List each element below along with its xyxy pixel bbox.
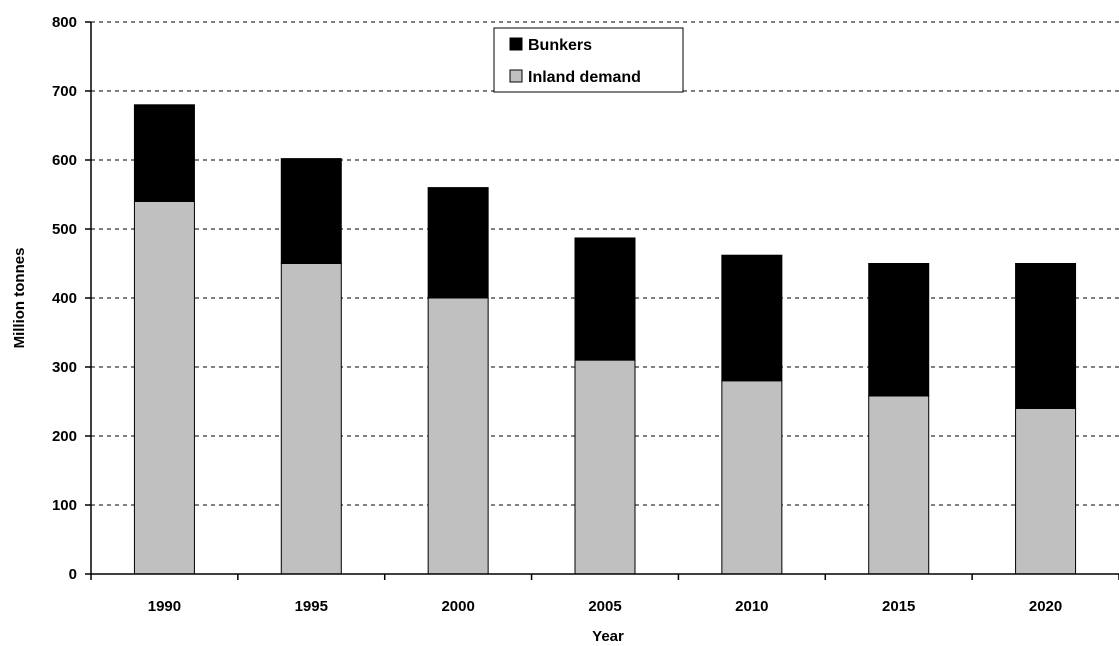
x-axis-title: Year	[592, 628, 624, 645]
x-tick-label: 2005	[588, 598, 621, 615]
bar-bunkers	[868, 263, 930, 397]
x-tick-label: 1990	[148, 598, 181, 615]
legend-swatch-bunkers	[509, 37, 523, 51]
y-tick-label: 300	[52, 359, 77, 376]
bar-bunkers	[133, 104, 195, 202]
x-tick-label: 2015	[882, 598, 915, 615]
y-tick-label: 700	[52, 83, 77, 100]
y-ticks: 0 100 200 300 400 500 600 700 800	[52, 14, 91, 583]
y-tick-label: 0	[69, 566, 77, 583]
x-tick-label: 2020	[1029, 598, 1062, 615]
bar-inland-demand	[1015, 407, 1077, 575]
y-axis-title: Million tonnes	[11, 248, 28, 349]
legend: Bunkers Inland demand	[493, 27, 684, 93]
bar-inland-demand	[574, 359, 636, 575]
x-tick-label: 2010	[735, 598, 768, 615]
x-tick-label: 2000	[441, 598, 474, 615]
bar-bunkers	[280, 158, 342, 264]
y-tick-label: 400	[52, 290, 77, 307]
y-tick-label: 500	[52, 221, 77, 238]
legend-box	[493, 27, 684, 93]
legend-label-bunkers: Bunkers	[528, 37, 592, 54]
y-tick-label: 600	[52, 152, 77, 169]
y-tick-label: 100	[52, 497, 77, 514]
bars	[133, 104, 1077, 575]
bar-bunkers	[427, 187, 489, 299]
bar-bunkers	[1015, 263, 1077, 409]
bar-bunkers	[721, 254, 783, 382]
x-ticks: 1990 1995 2000 2005 2010 2015 2020	[90, 574, 1119, 615]
bar-bunkers	[574, 237, 636, 361]
bar-inland-demand	[427, 297, 489, 575]
y-tick-label: 200	[52, 428, 77, 445]
bar-inland-demand	[721, 380, 783, 575]
bar-inland-demand	[868, 395, 930, 575]
legend-swatch-inland-demand	[509, 69, 523, 83]
legend-label-inland-demand: Inland demand	[528, 69, 641, 86]
y-tick-label: 800	[52, 14, 77, 31]
bar-inland-demand	[280, 263, 342, 575]
x-tick-label: 1995	[295, 598, 328, 615]
bar-inland-demand	[133, 200, 195, 575]
